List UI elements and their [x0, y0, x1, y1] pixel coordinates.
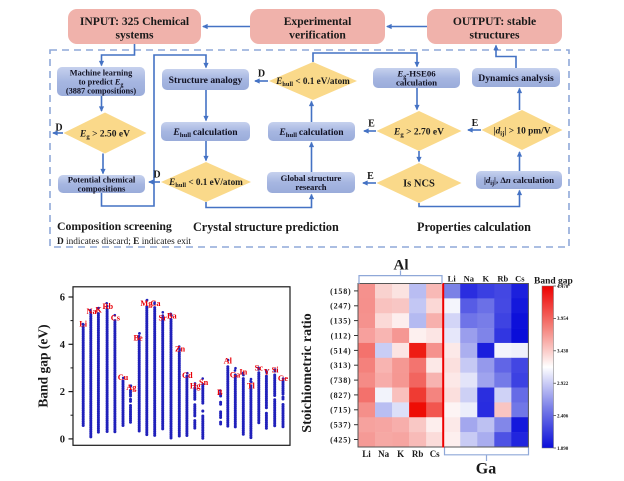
svg-text:(135): (135) [330, 317, 351, 326]
svg-text:Sc: Sc [255, 364, 264, 373]
svg-text:Band gap: Band gap [534, 277, 573, 287]
svg-text:Tl: Tl [247, 382, 256, 391]
svg-text:Ga: Ga [476, 461, 496, 477]
svg-text:In: In [239, 367, 247, 376]
svg-text:B: B [217, 388, 223, 397]
svg-text:Rb: Rb [102, 302, 113, 311]
svg-text:Cu: Cu [118, 373, 129, 382]
svg-text:Global structure: Global structure [281, 173, 342, 183]
svg-text:Eg-HSE06: Eg-HSE06 [396, 69, 436, 81]
svg-text:Band gap (eV): Band gap (eV) [36, 324, 51, 407]
svg-text:3.438: 3.438 [557, 350, 569, 355]
svg-text:Properties calculation: Properties calculation [417, 220, 531, 234]
svg-text:Ehull calculation: Ehull calculation [172, 127, 238, 139]
svg-text:K: K [95, 306, 102, 315]
svg-text:Is NCS: Is NCS [403, 179, 435, 190]
svg-text:4.470: 4.470 [557, 285, 569, 290]
svg-text:(112): (112) [331, 331, 352, 340]
svg-text:Li: Li [448, 274, 457, 284]
svg-text:compositions: compositions [78, 183, 126, 193]
svg-text:(247): (247) [330, 302, 351, 311]
svg-text:K: K [482, 274, 489, 284]
svg-text:Crystal structure prediction: Crystal structure prediction [193, 220, 339, 234]
svg-text:Structure analogy: Structure analogy [169, 75, 243, 86]
svg-text:Mg: Mg [140, 299, 153, 308]
svg-text:Cs: Cs [430, 449, 440, 459]
svg-text:systems: systems [116, 29, 154, 42]
svg-text:Na: Na [87, 307, 98, 316]
svg-text:Eg > 2.70 eV: Eg > 2.70 eV [393, 127, 444, 138]
svg-text:Sn: Sn [199, 378, 209, 387]
svg-text:Dynamics analysis: Dynamics analysis [478, 73, 554, 84]
svg-text:(158): (158) [330, 287, 351, 296]
svg-text:Ba: Ba [167, 312, 178, 321]
svg-text:Ag: Ag [126, 383, 137, 392]
svg-text:(514): (514) [330, 346, 351, 355]
svg-text:(425): (425) [330, 435, 351, 444]
svg-text:(827): (827) [330, 391, 351, 400]
svg-text:D indicates discard; E indicat: D indicates discard; E indicates exit [57, 237, 191, 247]
svg-text:6: 6 [60, 293, 65, 304]
svg-text:Stoichiometric ratio: Stoichiometric ratio [300, 313, 315, 432]
svg-text:(3887 compositions): (3887 compositions) [66, 86, 137, 95]
svg-text:Na: Na [378, 449, 389, 459]
svg-text:Zn: Zn [175, 345, 186, 354]
svg-text:calculation: calculation [396, 78, 437, 88]
svg-text:Sr: Sr [159, 314, 168, 323]
svg-text:Composition screening: Composition screening [57, 219, 172, 233]
svg-text:3.954: 3.954 [557, 317, 569, 322]
svg-text:Ge: Ge [278, 374, 288, 383]
svg-text:Rb: Rb [497, 274, 508, 284]
svg-text:Experimental: Experimental [284, 15, 352, 28]
svg-text:Si: Si [272, 365, 280, 374]
svg-text:INPUT: 325 Chemical: INPUT: 325 Chemical [80, 15, 190, 28]
svg-text:Hg: Hg [190, 382, 201, 391]
svg-text:verification: verification [289, 29, 346, 42]
svg-text:Ehull calculation: Ehull calculation [278, 127, 344, 139]
svg-text:1.890: 1.890 [557, 447, 569, 452]
svg-text:Y: Y [264, 367, 270, 376]
svg-text:Cs: Cs [515, 274, 525, 284]
svg-text:Ehull < 0.1 eV/atom: Ehull < 0.1 eV/atom [168, 177, 243, 189]
svg-text:E: E [368, 119, 375, 130]
svg-text:structures: structures [469, 29, 520, 42]
svg-text:Al: Al [224, 357, 233, 366]
svg-text:K: K [397, 449, 404, 459]
svg-text:|dij|, Δn calculation: |dij|, Δn calculation [484, 175, 554, 187]
svg-text:0: 0 [60, 435, 65, 446]
svg-text:OUTPUT: stable: OUTPUT: stable [453, 15, 536, 28]
svg-text:Na: Na [464, 274, 475, 284]
svg-text:2: 2 [60, 387, 65, 398]
svg-text:2.406: 2.406 [557, 414, 569, 419]
svg-text:(313): (313) [330, 361, 351, 370]
svg-text:Li: Li [362, 449, 371, 459]
svg-text:E: E [472, 118, 479, 129]
svg-text:(537): (537) [330, 421, 351, 430]
svg-text:D: D [55, 123, 62, 134]
svg-text:research: research [295, 182, 326, 192]
svg-text:Ca: Ca [150, 299, 161, 308]
svg-text:Ga: Ga [230, 370, 241, 379]
svg-text:E: E [367, 171, 374, 182]
svg-text:Al: Al [394, 258, 409, 274]
svg-text:Li: Li [79, 319, 88, 328]
svg-text:Cs: Cs [111, 314, 121, 323]
svg-text:(715): (715) [330, 406, 351, 415]
svg-text:Potential chemical: Potential chemical [68, 175, 136, 185]
svg-text:Machine learning: Machine learning [70, 68, 133, 77]
svg-text:Eg > 2.50 eV: Eg > 2.50 eV [79, 129, 130, 140]
svg-text:4: 4 [60, 340, 66, 351]
svg-text:Cd: Cd [182, 371, 193, 380]
svg-text:Ehull < 0.1 eV/atom: Ehull < 0.1 eV/atom [275, 76, 350, 88]
svg-text:|dij| > 10 pm/V: |dij| > 10 pm/V [493, 126, 550, 137]
svg-text:Rb: Rb [412, 449, 424, 459]
svg-text:2.922: 2.922 [557, 382, 569, 387]
svg-text:D: D [258, 69, 265, 80]
svg-text:D: D [153, 170, 160, 181]
svg-text:Be: Be [133, 333, 143, 342]
svg-text:(738): (738) [330, 376, 351, 385]
svg-text:to predict Eg: to predict Eg [79, 77, 124, 88]
